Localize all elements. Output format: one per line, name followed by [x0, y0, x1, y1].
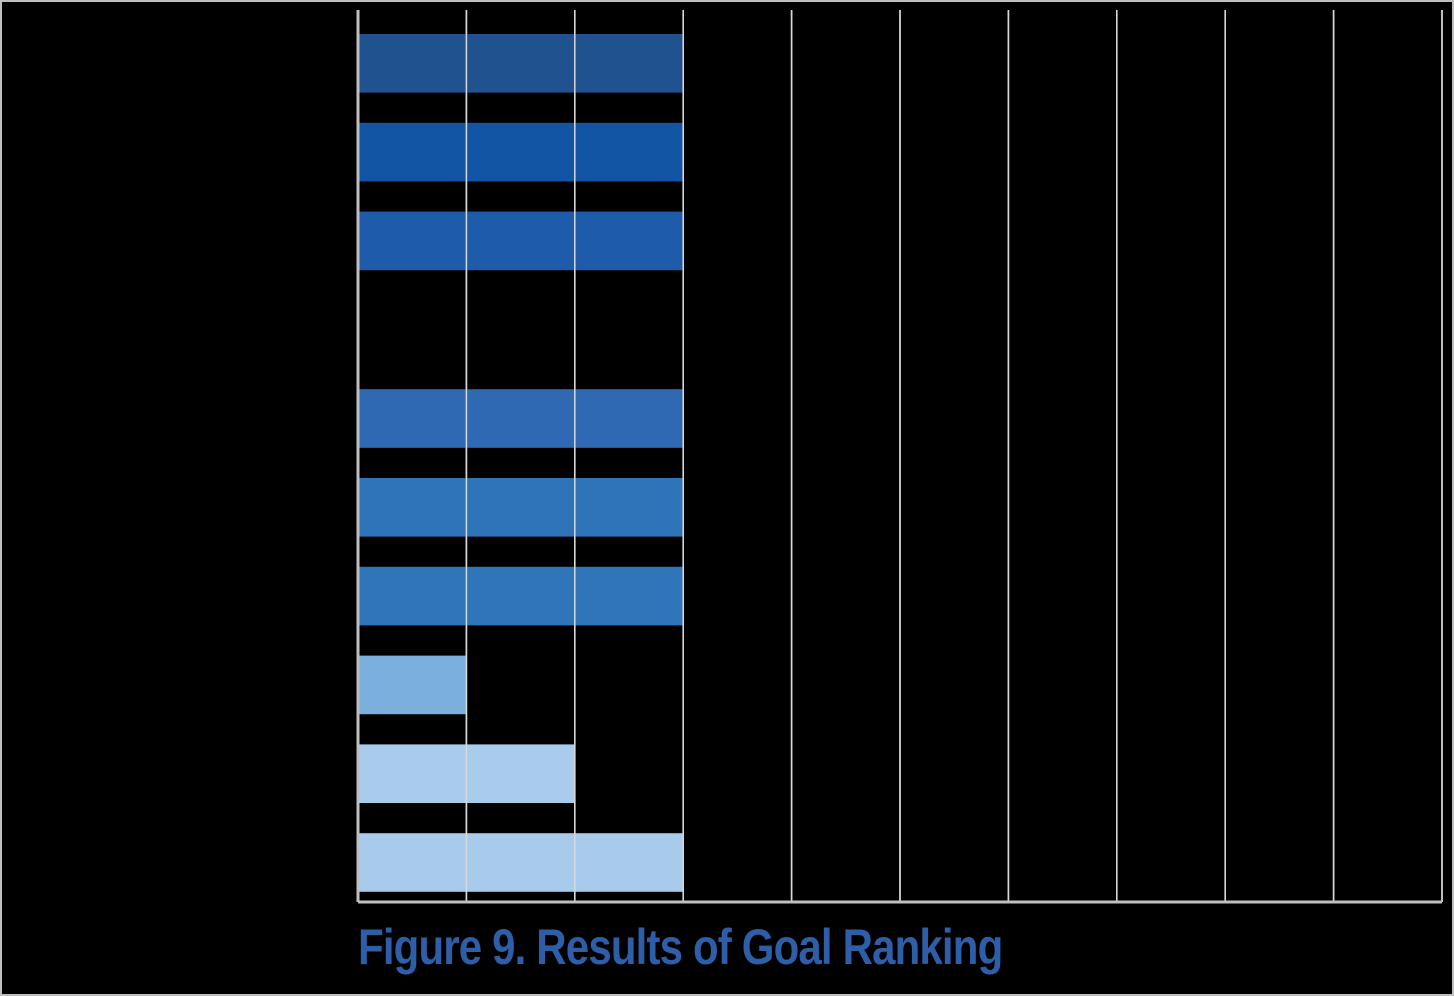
bar-3	[358, 211, 684, 271]
bar-7	[358, 566, 684, 626]
figure-caption: Figure 9. Results of Goal Ranking	[358, 919, 1003, 975]
bar-2	[358, 122, 684, 182]
bar-8	[358, 655, 467, 715]
bar-1	[358, 34, 684, 93]
bars	[358, 34, 684, 892]
bar-6	[358, 478, 684, 537]
bar-10	[358, 833, 684, 892]
gridlines-overlay	[465, 10, 1443, 902]
bar-5	[358, 389, 684, 448]
axes	[356, 10, 1442, 904]
